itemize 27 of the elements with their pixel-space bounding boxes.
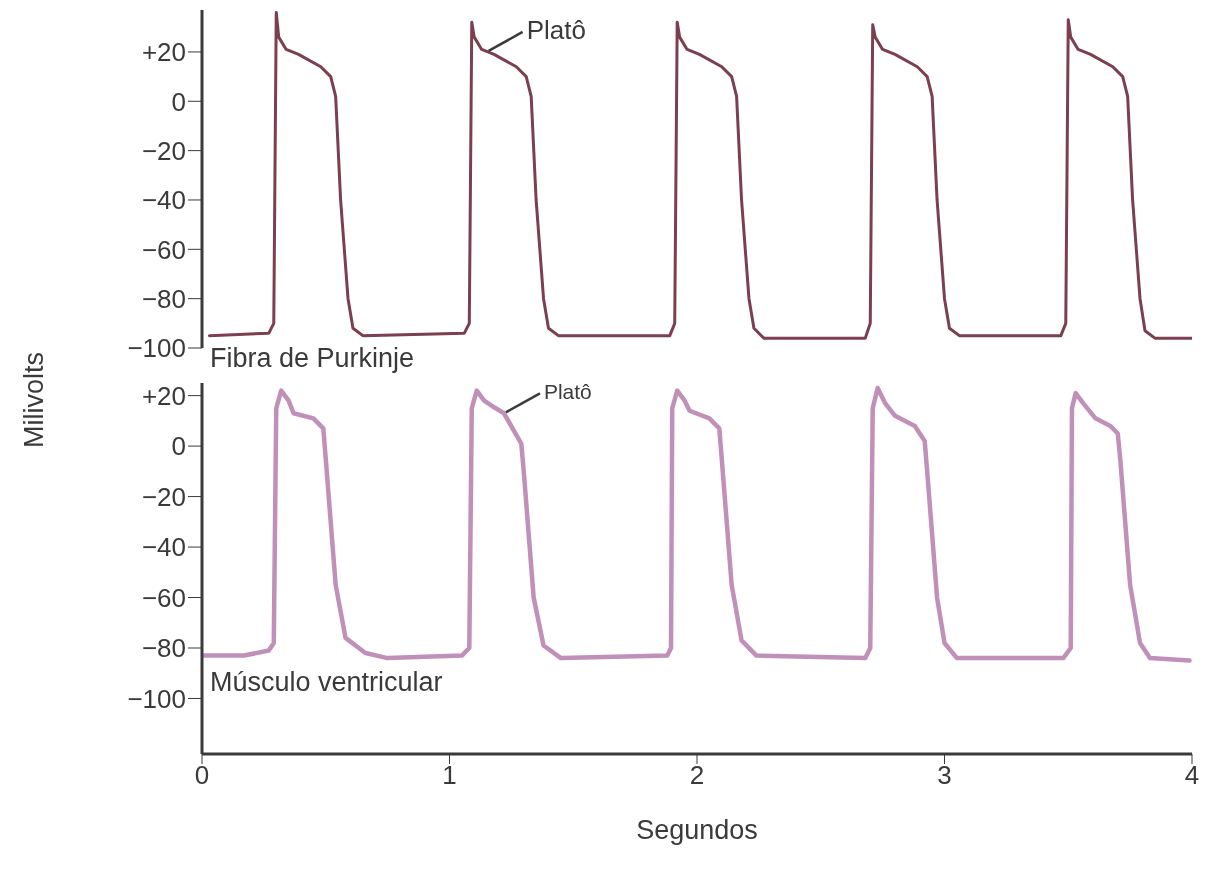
x-tick-label: 3	[937, 760, 952, 791]
x-axis-title: Segundos	[635, 815, 759, 846]
x-tick-label: 1	[442, 760, 457, 791]
x-tick-label: 0	[194, 760, 210, 791]
line-series	[202, 385, 1192, 663]
y-tick-label: −100	[127, 333, 186, 364]
x-tick-label: 4	[1184, 760, 1200, 791]
y-tick-label: +20	[141, 380, 186, 411]
line-series	[207, 10, 1192, 340]
y-tick-label: −100	[127, 683, 186, 714]
y-tick-label: −40	[141, 532, 186, 563]
y-tick-label: +20	[141, 37, 186, 68]
y-axis-title: Milivolts	[18, 351, 50, 449]
x-tick-label: 2	[689, 760, 705, 791]
y-tick-label: 0	[171, 431, 186, 462]
y-tick-label: 0	[171, 86, 186, 117]
text: Fibra de Purkinje	[210, 343, 415, 374]
annotation: Platô	[526, 14, 586, 45]
y-tick-label: −80	[141, 633, 186, 664]
y-tick-label: −20	[141, 135, 186, 166]
text: Músculo ventricular	[210, 667, 443, 698]
y-tick-label: −80	[141, 283, 186, 314]
annotation: Platô	[543, 379, 592, 403]
y-tick-label: −40	[141, 185, 186, 216]
y-tick-label: −60	[141, 234, 186, 265]
y-tick-label: −20	[141, 481, 186, 512]
y-tick-label: −60	[141, 582, 186, 613]
